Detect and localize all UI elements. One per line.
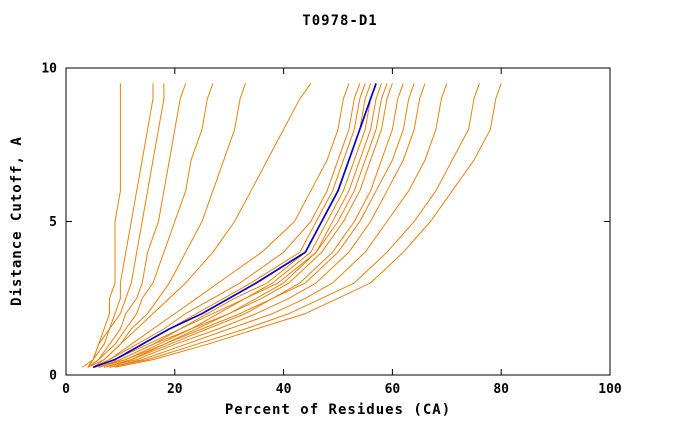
svg-text:20: 20 [167,382,183,397]
svg-text:80: 80 [493,382,509,397]
svg-text:0: 0 [49,369,57,384]
y-axis-label: Distance Cutoff, A [9,136,25,306]
svg-text:5: 5 [49,215,57,230]
chart-title: T0978-D1 [302,13,378,29]
svg-text:100: 100 [598,382,622,397]
svg-text:0: 0 [62,382,70,397]
svg-text:60: 60 [385,382,401,397]
x-axis-label: Percent of Residues (CA) [224,402,452,418]
svg-text:40: 40 [276,382,292,397]
svg-text:10: 10 [41,62,57,77]
